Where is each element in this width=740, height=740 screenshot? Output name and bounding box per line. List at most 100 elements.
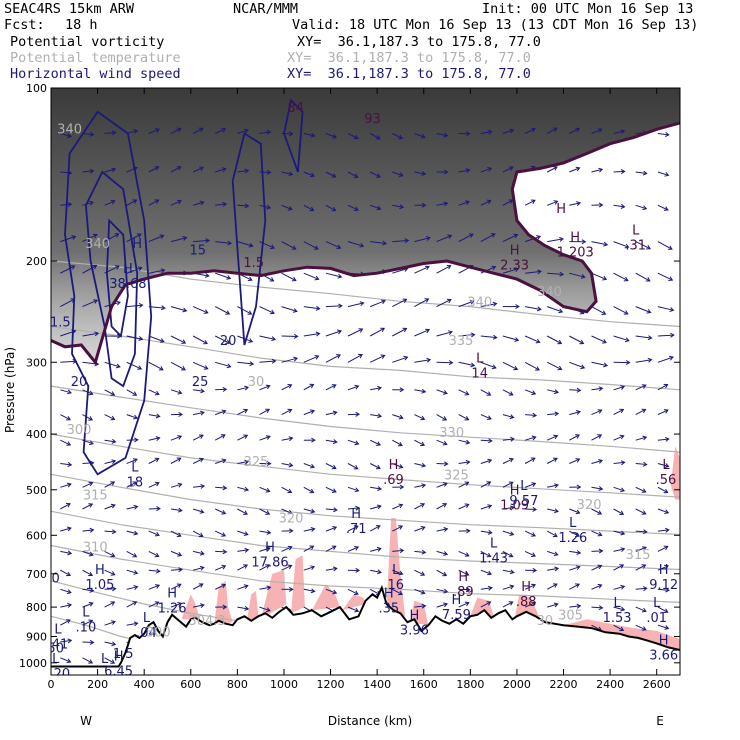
wind-vector-149 (214, 306, 231, 315)
wind-vector-532 (657, 355, 674, 363)
wind-vector-114 (170, 389, 183, 395)
wind-vector-325 (414, 483, 427, 489)
x-tick-label-1000: 1000 (270, 678, 298, 691)
wind-vector-14 (60, 526, 72, 532)
wind-vector-4 (60, 265, 76, 274)
wind-vector-381 (480, 458, 493, 464)
y-tick-label-1000: 1000 (19, 657, 47, 670)
x-tick-label-200: 200 (87, 678, 108, 691)
wind-vector-340 (436, 389, 448, 395)
wind-vector-540 (657, 545, 669, 552)
wind-vector-305 (392, 439, 403, 447)
extremum-type-27: L (52, 652, 60, 667)
wind-vector-138 (192, 508, 205, 514)
wind-vector-333 (436, 169, 449, 175)
wind-vector-37 (82, 550, 94, 557)
terrain-layer (51, 584, 680, 675)
wind-vector-541 (657, 564, 669, 571)
wind-vector-341 (436, 414, 448, 421)
terrain-fill (51, 587, 680, 675)
wind-vector-509 (635, 272, 651, 282)
wind-vector-289 (370, 486, 383, 491)
extremum-type-17: L (490, 537, 498, 552)
wind-vector-543 (657, 606, 669, 613)
wind-vector-330 (414, 588, 426, 595)
wind-vector-502 (613, 584, 626, 590)
wind-vector-126 (192, 166, 204, 173)
extremum-type-33: H (132, 237, 142, 252)
wind-vector-302 (392, 355, 409, 363)
wind-vector-231 (303, 463, 316, 469)
wind-vector-517 (635, 486, 647, 493)
wind-vector-449 (569, 239, 587, 245)
wind-vector-274 (347, 567, 361, 573)
wind-vector-521 (635, 564, 647, 571)
theta-contour-320 (51, 473, 680, 536)
contour-label-24: 84 (287, 101, 304, 116)
wind-vector-38 (82, 569, 94, 577)
wind-vector-485 (613, 129, 626, 135)
wind-vector-147 (215, 240, 233, 246)
wind-vector-226 (303, 331, 321, 337)
wind-vector-364 (458, 503, 470, 510)
wind-vector-18 (60, 602, 73, 608)
wind-vector-351 (458, 131, 471, 137)
wind-vector-531 (657, 332, 675, 338)
wind-vector-429 (547, 200, 559, 206)
extremum-value-13: .89 (453, 585, 474, 600)
extremum-value-20: 1.26 (558, 531, 587, 546)
wind-vector-413 (525, 306, 542, 312)
wind-vector-200 (259, 606, 271, 613)
wind-vector-251 (325, 486, 337, 493)
wind-vector-115 (170, 411, 183, 417)
pv-contour-0 (51, 121, 680, 366)
wind-vector-111 (170, 306, 188, 313)
wind-vector-415 (524, 361, 540, 371)
wind-vector-311 (392, 569, 404, 576)
wind-vector-395 (502, 335, 520, 342)
wind-vector-39 (82, 587, 95, 593)
wind-vectors (60, 127, 675, 664)
wind-vector-153 (215, 409, 227, 416)
wind-vector-40 (82, 601, 94, 608)
wind-vector-384 (480, 529, 493, 535)
extremum-type-15: H (410, 608, 420, 623)
wind-vector-372 (480, 199, 492, 206)
wind-vector-472 (591, 361, 609, 368)
wind-vector-533 (657, 383, 669, 391)
wind-vector-327 (414, 526, 426, 532)
wind-vector-522 (635, 586, 648, 592)
x-tick-label-400: 400 (134, 678, 155, 691)
wind-vector-178 (237, 547, 250, 553)
wind-vector-320 (414, 357, 432, 363)
wind-vector-516 (635, 461, 648, 467)
wind-contour-0 (64, 110, 153, 476)
wind-vector-319 (414, 328, 431, 337)
wind-vector-180 (237, 584, 249, 590)
extremum-value-14: .88 (516, 595, 537, 610)
wind-vector-102 (148, 550, 160, 558)
contour-label-17: 310 (83, 540, 108, 555)
extremum-value-28: 14 (471, 366, 488, 381)
x-tick-label-1400: 1400 (363, 678, 391, 691)
wind-vector-244 (325, 303, 343, 309)
wind-vector-377 (480, 361, 497, 370)
extremum-type-19: L (520, 479, 528, 494)
extremum-value-5: .10 (76, 620, 97, 635)
extremum-type-20: L (569, 516, 577, 531)
wind-vector-254 (325, 545, 337, 552)
extremum-value-27: 1.20 (41, 667, 70, 682)
wind-vector-367 (458, 569, 470, 576)
wind-vector-22 (82, 131, 95, 137)
wind-vector-0 (60, 133, 72, 139)
y-tick-label-500: 500 (26, 484, 47, 497)
wind-vector-132 (192, 361, 209, 370)
wind-vector-421 (525, 506, 538, 512)
x-tick-label-2400: 2400 (596, 678, 624, 691)
wind-vector-91 (148, 268, 166, 274)
wind-vector-322 (414, 414, 426, 421)
wind-vector-21 (60, 657, 72, 664)
wind-vector-79 (126, 504, 139, 510)
x-tick-label-800: 800 (227, 678, 248, 691)
